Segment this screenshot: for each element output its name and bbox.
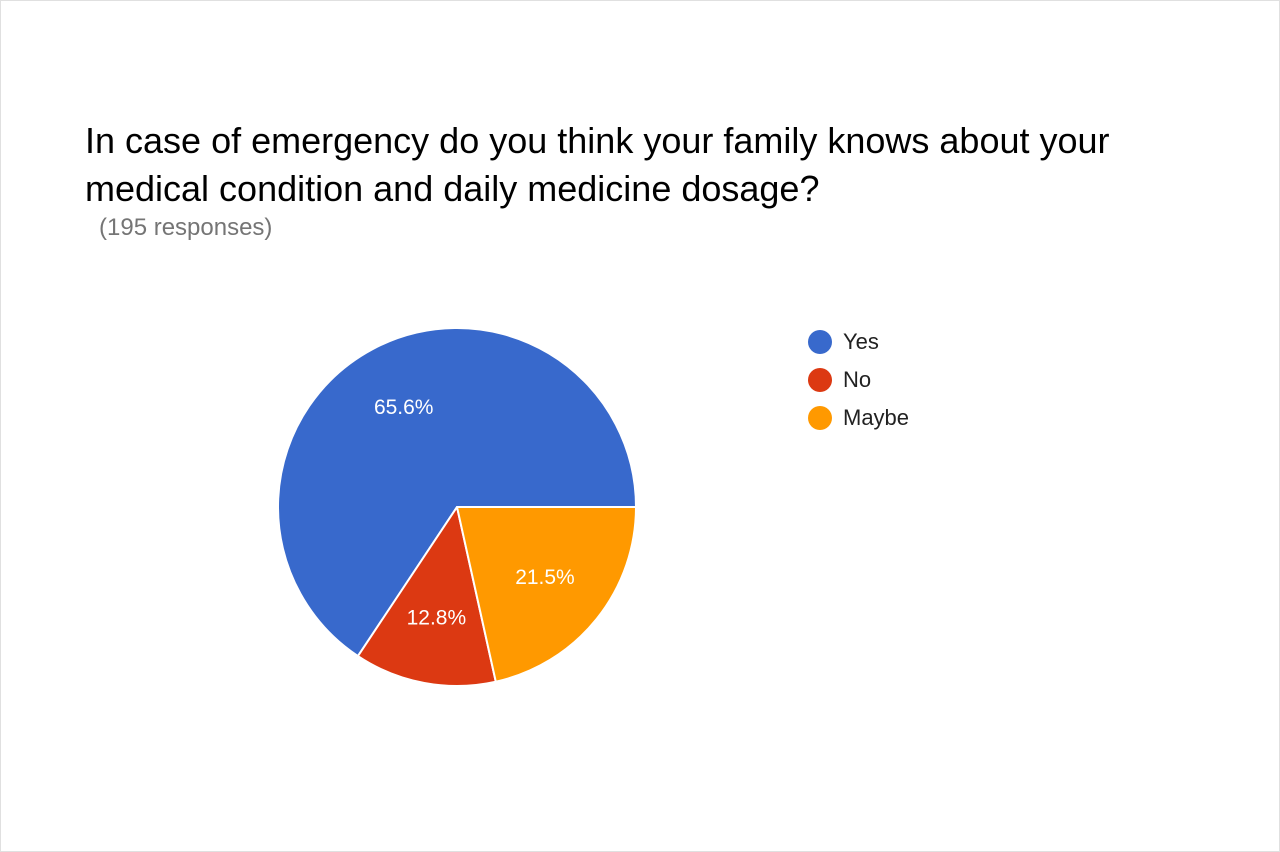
pie-slice-yes[interactable] (277, 327, 637, 658)
slice-label-maybe: 21.5% (515, 566, 575, 589)
chart-title: In case of emergency do you think your f… (85, 120, 1110, 209)
pie-slice-maybe[interactable] (456, 506, 637, 683)
legend-swatch-icon (808, 406, 832, 430)
legend-item-yes[interactable]: Yes (808, 323, 909, 361)
slice-label-no: 12.8% (407, 606, 467, 629)
chart-legend: Yes No Maybe (808, 323, 909, 437)
response-count: (195 responses) (99, 214, 273, 241)
legend-label: Maybe (843, 405, 910, 430)
legend-swatch-icon (808, 368, 832, 392)
legend-swatch-icon (808, 330, 832, 354)
legend-label: Yes (843, 329, 879, 354)
legend-label: No (843, 367, 872, 392)
legend-item-maybe[interactable]: Maybe (808, 399, 909, 437)
pie-slice-no[interactable] (356, 506, 497, 687)
legend-item-no[interactable]: No (808, 361, 909, 399)
slice-label-yes: 65.6% (374, 396, 434, 419)
